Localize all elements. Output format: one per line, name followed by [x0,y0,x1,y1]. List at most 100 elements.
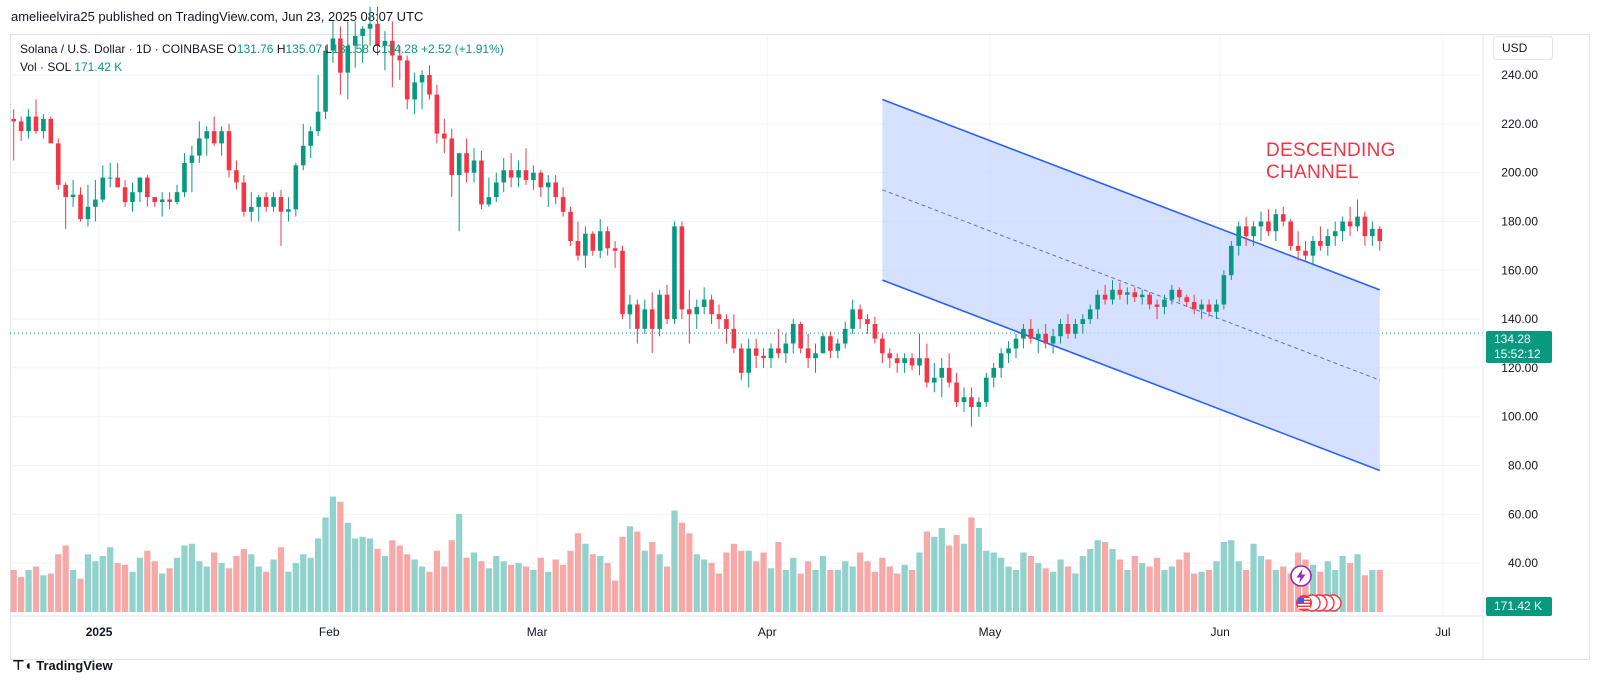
candle-body [865,319,870,324]
volume-bar [129,571,136,612]
volume-bar [352,538,359,612]
publisher-line: amelieelvira25 published on TradingView.… [11,9,424,24]
candle-body [813,353,818,359]
volume-bar [804,561,812,612]
y-tick-label: 240.00 [1501,68,1538,82]
volume-bar [1094,540,1101,612]
candle-body [531,172,536,180]
event-markers[interactable] [1287,565,1347,615]
volume-bar [856,552,864,612]
candle-body [1191,302,1197,310]
volume-bar [144,550,151,612]
candle-body [486,197,492,205]
volume-bar [946,545,953,612]
volume-bar [1228,540,1235,612]
volume-bar [522,566,530,612]
candle-body [434,94,440,134]
volume-bar [166,568,173,612]
candle-body [182,162,187,193]
volume-bar [136,557,144,612]
volume-bar [396,545,403,612]
legend-high-label: H [276,42,286,56]
lightning-icon[interactable] [1290,565,1312,587]
volume-bar [1124,570,1131,612]
volume-bar [589,554,596,612]
volume-bar [730,543,737,612]
volume-bar [1116,559,1124,612]
candle-body [664,294,670,320]
volume-bar [1376,570,1383,612]
volume-bar [738,550,745,612]
candle-body [211,131,217,144]
volume-bar [611,580,619,612]
volume-bar [983,550,990,612]
volume-bar [812,570,819,612]
candle-body [768,348,774,359]
tradingview-logo[interactable]: ⊤◖ TradingView [12,657,113,674]
channel-annotation[interactable]: DESCENDING CHANNEL [1266,140,1396,184]
y-tick-label: 140.00 [1501,312,1538,326]
candle-body [642,309,648,329]
candle-body [248,206,254,212]
candle-body [1132,292,1138,298]
candle-body [961,397,967,403]
candle-body [924,358,930,383]
candle-body [107,177,113,179]
volume-bar [1101,542,1109,612]
candle-body [753,348,759,356]
tradingview-logo-icon: ⊤◖ [12,657,32,673]
y-tick-label: 180.00 [1501,214,1538,228]
volume-bar [1146,566,1153,612]
x-tick-label: Jul [1435,625,1450,639]
volume-bar [1064,566,1072,612]
candle-body [1058,324,1063,337]
volume-bar [121,564,129,612]
candle-body [969,397,974,407]
candle-body [724,319,729,329]
volume-bar [1042,568,1049,612]
volume-bar [1272,570,1279,612]
volume-bar [433,550,441,612]
volume-bar [582,543,589,612]
volume-bar [10,570,17,612]
candle-body [93,199,98,207]
candle-body [1221,275,1227,305]
volume-bar [233,556,240,612]
currency-button[interactable]: USD [1493,36,1553,60]
candle-body [1139,294,1145,298]
candle-body [545,182,551,188]
candle-body [256,197,262,207]
last-price-value: 134.28 [1494,332,1531,346]
volume-bar [701,559,708,612]
volume-bar [389,540,396,612]
legend-low-label: L [325,42,333,56]
candle-body [70,194,76,198]
us-flag-icon[interactable] [1296,594,1342,612]
volume-bar [107,547,114,612]
candle-body [1243,226,1249,237]
volume-bar [923,531,931,612]
volume-bar [656,554,663,612]
descending-channel[interactable] [882,98,1381,472]
legend-open-value: 131.76 [236,42,274,56]
candle-body [842,328,848,344]
volume-bar [767,568,775,612]
candle-body [1214,304,1219,312]
candle-body [798,324,803,349]
legend-volume-row: Vol · SOL 171.42 K [20,58,504,76]
candle-body [657,294,662,329]
candle-body [1035,333,1041,339]
candle-body [1110,289,1115,300]
volume-bar [723,552,730,612]
volume-bar [797,573,804,612]
volume-bar [307,557,314,612]
volume-bar [411,559,418,612]
legend-symbol: Solana / U.S. Dollar · 1D · COINBASE [20,42,225,56]
x-tick-label: Apr [758,625,777,639]
chart-pane[interactable] [10,34,1590,660]
volume-bar [619,536,626,612]
candle-body [894,358,900,364]
volume-bar [1220,542,1227,612]
candle-body [575,241,581,256]
